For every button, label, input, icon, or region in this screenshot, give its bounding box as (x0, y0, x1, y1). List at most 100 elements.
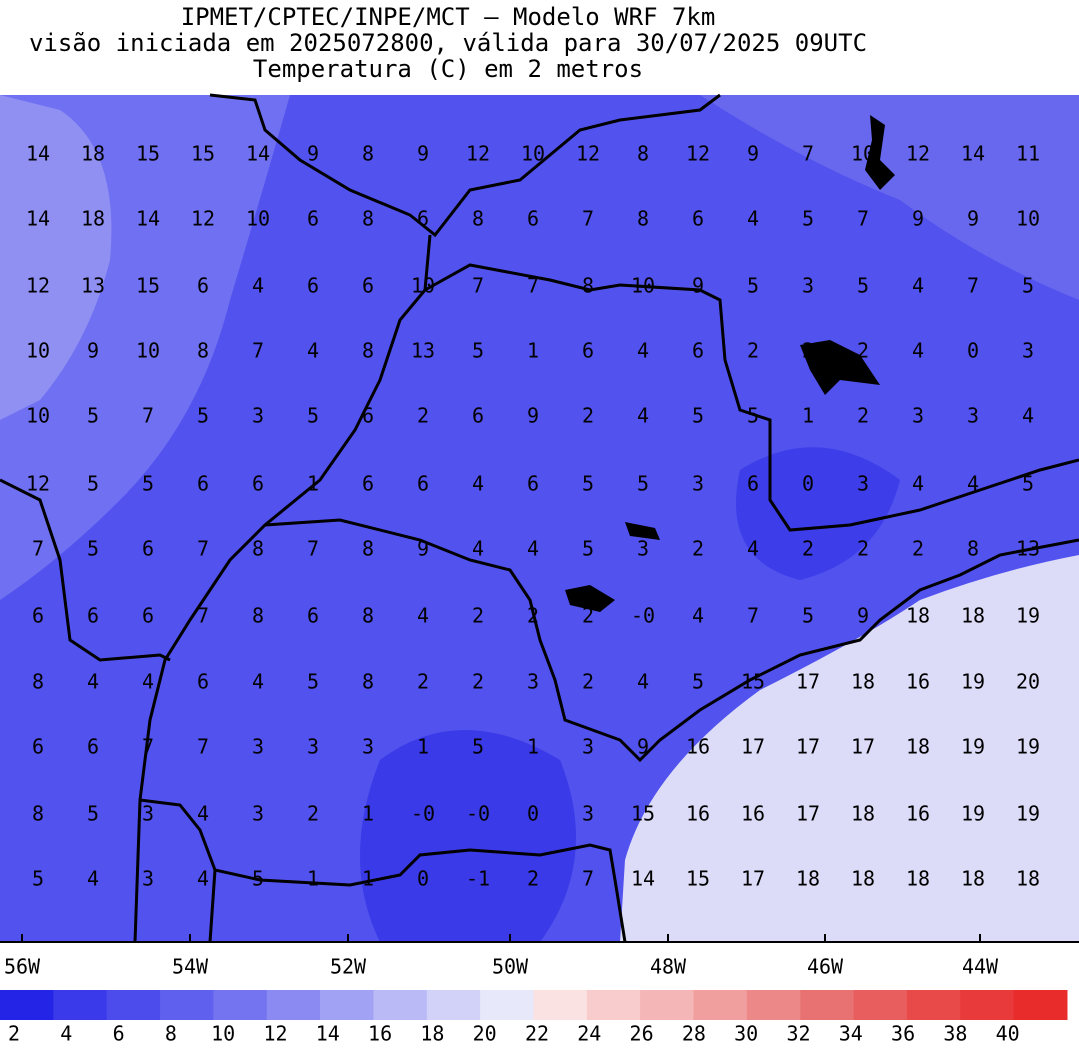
grid-value: 6 (362, 404, 374, 428)
grid-value: 18 (851, 802, 875, 826)
colorbar-label: 6 (113, 1022, 125, 1046)
colorbar-swatch (213, 990, 268, 1020)
grid-value: 6 (747, 472, 759, 496)
grid-value: 19 (1016, 735, 1040, 759)
grid-value: 14 (26, 207, 50, 231)
grid-value: 3 (637, 537, 649, 561)
grid-value: 18 (961, 604, 985, 628)
grid-value: 4 (967, 472, 979, 496)
grid-value: 10 (26, 339, 50, 363)
grid-value: -0 (631, 604, 655, 628)
grid-value: 7 (197, 604, 209, 628)
grid-value: 10 (136, 339, 160, 363)
grid-value: 17 (851, 735, 875, 759)
grid-value: -0 (466, 802, 490, 826)
grid-value: 7 (527, 274, 539, 298)
grid-value: 9 (692, 274, 704, 298)
grid-value: 2 (472, 604, 484, 628)
grid-value: 18 (906, 735, 930, 759)
grid-value: 7 (197, 735, 209, 759)
grid-value: 4 (747, 537, 759, 561)
grid-value: 9 (87, 339, 99, 363)
x-tick-label: 52W (330, 955, 367, 979)
grid-value: 4 (197, 867, 209, 891)
grid-value: 2 (472, 670, 484, 694)
grid-value: 2 (582, 670, 594, 694)
grid-value: 18 (851, 867, 875, 891)
grid-value: -0 (411, 802, 435, 826)
grid-value: 14 (631, 867, 655, 891)
colorbar-swatch (0, 990, 54, 1020)
grid-value: 5 (1022, 274, 1034, 298)
grid-value: 4 (527, 537, 539, 561)
grid-value: 3 (582, 735, 594, 759)
grid-value: 16 (906, 802, 930, 826)
grid-value: 6 (197, 670, 209, 694)
grid-value: 5 (692, 404, 704, 428)
grid-value: 8 (637, 142, 649, 166)
colorbar-label: 26 (630, 1022, 654, 1046)
grid-value: 0 (802, 472, 814, 496)
grid-value: 14 (26, 142, 50, 166)
colorbar-label: 20 (473, 1022, 497, 1046)
grid-value: 16 (686, 802, 710, 826)
colorbar-label: 10 (211, 1022, 235, 1046)
grid-value: 3 (1022, 339, 1034, 363)
grid-value: 5 (582, 537, 594, 561)
grid-value: 14 (961, 142, 985, 166)
colorbar-label: 4 (60, 1022, 72, 1046)
grid-value: 8 (252, 537, 264, 561)
colorbar-swatch (640, 990, 695, 1020)
grid-value: 4 (912, 472, 924, 496)
x-axis: 56W 54W 52W 50W 48W 46W 44W (4, 934, 999, 979)
colorbar-swatch (480, 990, 534, 1020)
colorbar-swatch (320, 990, 374, 1020)
grid-value: 6 (142, 537, 154, 561)
grid-value: -1 (466, 867, 490, 891)
grid-value: 7 (582, 867, 594, 891)
grid-value: 14 (246, 142, 270, 166)
colorbar-label: 24 (577, 1022, 601, 1046)
grid-value: 8 (362, 537, 374, 561)
grid-value: 3 (967, 404, 979, 428)
colorbar-label: 14 (316, 1022, 340, 1046)
colorbar-label: 8 (165, 1022, 177, 1046)
grid-value: 3 (142, 802, 154, 826)
colorbar-label: 28 (682, 1022, 706, 1046)
grid-value: 3 (582, 802, 594, 826)
grid-value: 5 (692, 670, 704, 694)
grid-value: 1 (362, 802, 374, 826)
grid-value: 19 (961, 802, 985, 826)
grid-value: 6 (87, 735, 99, 759)
colorbar-label: 18 (420, 1022, 444, 1046)
grid-value: 8 (582, 274, 594, 298)
grid-value: 12 (686, 142, 710, 166)
grid-value: 4 (307, 339, 319, 363)
grid-value: 6 (417, 472, 429, 496)
grid-value: 4 (747, 207, 759, 231)
grid-value: 6 (307, 604, 319, 628)
colorbar-label: 2 (8, 1022, 20, 1046)
grid-value: 12 (906, 142, 930, 166)
grid-value: 6 (32, 604, 44, 628)
grid-value: 10 (851, 142, 875, 166)
grid-value: 3 (142, 867, 154, 891)
x-tick-label: 46W (807, 955, 844, 979)
x-tick-label: 50W (492, 955, 529, 979)
grid-value: 7 (32, 537, 44, 561)
colorbar-swatch (746, 990, 801, 1020)
grid-value: 10 (521, 142, 545, 166)
grid-value: 13 (1016, 537, 1040, 561)
grid-value: 4 (637, 339, 649, 363)
grid-value: 19 (1016, 604, 1040, 628)
grid-value: 8 (472, 207, 484, 231)
grid-value: 6 (87, 604, 99, 628)
grid-value: 4 (87, 670, 99, 694)
grid-value: 2 (692, 537, 704, 561)
grid-value: 12 (191, 207, 215, 231)
colorbar-label: 30 (734, 1022, 758, 1046)
grid-value: 11 (1016, 142, 1040, 166)
grid-value: 9 (967, 207, 979, 231)
grid-value: 2 (857, 339, 869, 363)
grid-value: 5 (87, 802, 99, 826)
